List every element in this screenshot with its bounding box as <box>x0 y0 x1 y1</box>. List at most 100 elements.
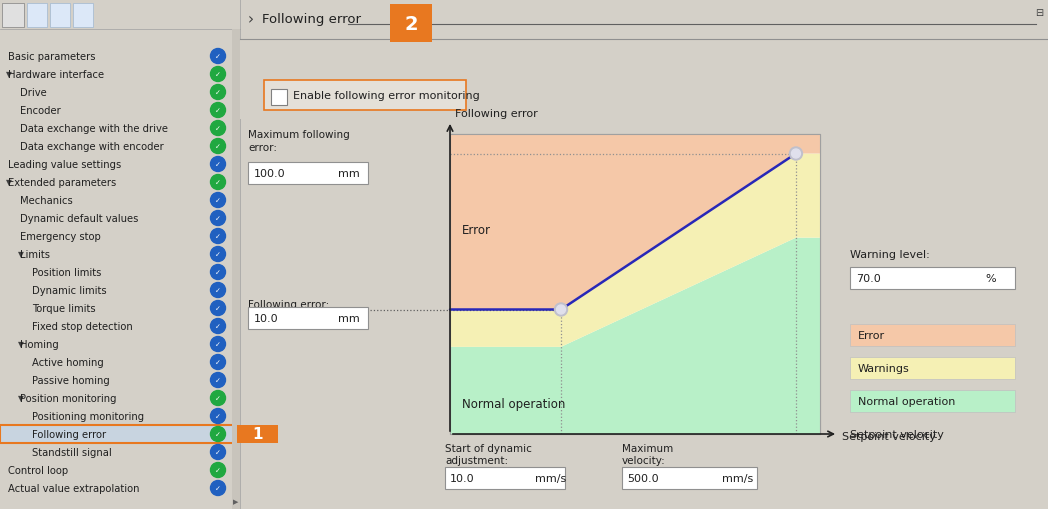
Text: Leading value settings: Leading value settings <box>8 160 122 169</box>
Text: ✓: ✓ <box>215 377 221 383</box>
Text: ▶: ▶ <box>234 498 239 504</box>
Bar <box>850 267 1016 290</box>
Bar <box>73 4 93 28</box>
Bar <box>445 467 565 489</box>
Circle shape <box>211 265 225 280</box>
Text: ✓: ✓ <box>215 342 221 347</box>
Text: ✓: ✓ <box>215 108 221 114</box>
Text: Enable following error monitoring: Enable following error monitoring <box>293 91 480 101</box>
Text: Warning level:: Warning level: <box>850 249 930 260</box>
Text: ✓: ✓ <box>215 449 221 455</box>
Text: ✓: ✓ <box>215 431 221 437</box>
Bar <box>0 425 234 443</box>
Circle shape <box>211 355 225 370</box>
Text: Fixed stop detection: Fixed stop detection <box>32 321 133 331</box>
Text: 1: 1 <box>253 427 263 442</box>
Polygon shape <box>450 135 820 310</box>
Text: ✓: ✓ <box>215 305 221 312</box>
Text: ✓: ✓ <box>215 216 221 221</box>
Text: Control loop: Control loop <box>8 465 68 475</box>
Text: ▼: ▼ <box>18 250 24 259</box>
Text: Position monitoring: Position monitoring <box>20 393 116 403</box>
Bar <box>850 357 1016 379</box>
Text: ▼: ▼ <box>6 70 12 79</box>
Text: Maximum following: Maximum following <box>248 130 350 140</box>
Bar <box>232 30 240 509</box>
Circle shape <box>211 463 225 477</box>
Text: ▼: ▼ <box>6 178 12 187</box>
Text: %: % <box>985 273 996 284</box>
Text: Actual value extrapolation: Actual value extrapolation <box>8 483 139 493</box>
Text: Passive homing: Passive homing <box>32 375 110 385</box>
Text: Setpoint velocity: Setpoint velocity <box>850 429 944 439</box>
Circle shape <box>211 157 225 172</box>
Text: mm/s: mm/s <box>534 473 566 483</box>
Text: Start of dynamic: Start of dynamic <box>445 443 532 453</box>
Text: Normal operation: Normal operation <box>462 398 565 411</box>
Text: adjustment:: adjustment: <box>445 455 508 465</box>
Polygon shape <box>450 154 820 347</box>
Text: ✓: ✓ <box>215 251 221 258</box>
Circle shape <box>556 305 566 315</box>
Text: 100.0: 100.0 <box>254 168 286 179</box>
Text: Positioning monitoring: Positioning monitoring <box>32 411 145 421</box>
Text: velocity:: velocity: <box>623 455 665 465</box>
Text: ✓: ✓ <box>215 395 221 401</box>
Bar <box>240 40 1048 120</box>
Circle shape <box>211 49 225 64</box>
Bar <box>390 5 432 43</box>
Text: error:: error: <box>248 143 277 153</box>
Text: Following error:: Following error: <box>248 299 329 309</box>
Text: Extended parameters: Extended parameters <box>8 178 116 188</box>
Bar <box>271 90 287 106</box>
FancyBboxPatch shape <box>264 81 466 111</box>
Text: 10.0: 10.0 <box>450 473 475 483</box>
Text: Following error: Following error <box>262 13 361 26</box>
Text: ✓: ✓ <box>215 485 221 491</box>
Text: ✓: ✓ <box>215 234 221 240</box>
Bar <box>850 324 1016 346</box>
Text: Homing: Homing <box>20 340 59 349</box>
Text: ✓: ✓ <box>215 269 221 275</box>
Circle shape <box>211 301 225 316</box>
Text: Maximum: Maximum <box>623 443 673 453</box>
Circle shape <box>211 103 225 118</box>
Circle shape <box>791 150 801 159</box>
Bar <box>850 390 1016 412</box>
Text: Following error: Following error <box>455 109 538 119</box>
Circle shape <box>211 373 225 388</box>
Bar <box>237 425 278 443</box>
Text: ✓: ✓ <box>215 359 221 365</box>
Text: mm/s: mm/s <box>722 473 754 483</box>
Text: ›: › <box>248 13 254 27</box>
Text: ✓: ✓ <box>215 467 221 473</box>
Text: Following error: Following error <box>32 429 106 439</box>
Text: Warnings: Warnings <box>858 363 910 373</box>
Text: Normal operation: Normal operation <box>858 396 956 406</box>
Circle shape <box>211 175 225 190</box>
Text: Position limits: Position limits <box>32 267 102 277</box>
Text: ✓: ✓ <box>215 162 221 167</box>
Text: ▼: ▼ <box>18 394 24 403</box>
Bar <box>450 135 820 434</box>
Circle shape <box>211 139 225 154</box>
Text: ✓: ✓ <box>215 90 221 96</box>
Bar <box>623 467 757 489</box>
Circle shape <box>211 283 225 298</box>
Text: mm: mm <box>339 314 359 323</box>
Circle shape <box>211 319 225 334</box>
Circle shape <box>211 121 225 136</box>
Text: Drive: Drive <box>20 88 47 98</box>
Text: 2: 2 <box>405 14 418 34</box>
Text: ✓: ✓ <box>215 126 221 132</box>
Bar <box>248 307 368 329</box>
Text: ▼: ▼ <box>18 340 24 349</box>
Bar <box>248 163 368 185</box>
Text: mm: mm <box>339 168 359 179</box>
Circle shape <box>211 86 225 100</box>
Text: Data exchange with encoder: Data exchange with encoder <box>20 142 163 152</box>
Text: Mechanics: Mechanics <box>20 195 72 206</box>
Text: Basic parameters: Basic parameters <box>8 52 95 62</box>
Circle shape <box>211 409 225 423</box>
Polygon shape <box>450 238 820 434</box>
